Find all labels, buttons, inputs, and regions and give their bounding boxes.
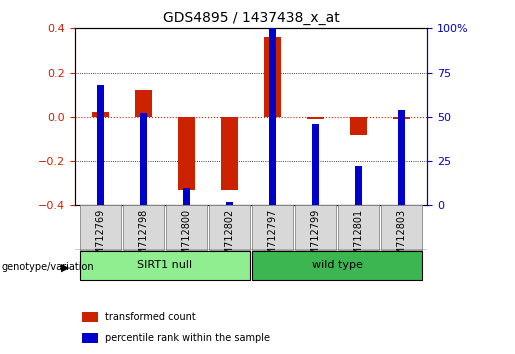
Bar [399, 110, 405, 205]
Text: GSM712769: GSM712769 [95, 209, 106, 268]
Bar [226, 202, 233, 205]
FancyBboxPatch shape [80, 205, 121, 250]
Bar [82, 312, 98, 322]
Text: genotype/variation: genotype/variation [1, 262, 94, 272]
Text: GSM712802: GSM712802 [225, 209, 234, 268]
FancyBboxPatch shape [209, 205, 250, 250]
Text: GSM712803: GSM712803 [397, 209, 407, 268]
Bar [350, 117, 367, 135]
Bar [264, 37, 281, 117]
Bar [140, 113, 147, 205]
Bar [97, 85, 104, 205]
Bar [92, 113, 109, 117]
FancyBboxPatch shape [381, 205, 422, 250]
Bar [393, 117, 410, 119]
FancyBboxPatch shape [166, 205, 207, 250]
Text: ▶: ▶ [61, 262, 70, 272]
Text: wild type: wild type [312, 260, 363, 270]
Text: GSM712801: GSM712801 [354, 209, 364, 268]
FancyBboxPatch shape [252, 205, 293, 250]
Bar [178, 117, 195, 190]
Bar [313, 124, 319, 205]
Bar [221, 117, 238, 190]
Title: GDS4895 / 1437438_x_at: GDS4895 / 1437438_x_at [163, 11, 339, 24]
FancyBboxPatch shape [123, 205, 164, 250]
Text: GSM712797: GSM712797 [268, 209, 278, 268]
Text: SIRT1 null: SIRT1 null [138, 260, 193, 270]
Text: GSM712798: GSM712798 [139, 209, 148, 268]
Bar [269, 28, 276, 205]
FancyBboxPatch shape [80, 251, 250, 280]
FancyBboxPatch shape [295, 205, 336, 250]
FancyBboxPatch shape [338, 205, 379, 250]
Text: percentile rank within the sample: percentile rank within the sample [105, 333, 270, 343]
Bar [82, 332, 98, 343]
FancyBboxPatch shape [252, 251, 422, 280]
Bar [307, 117, 324, 119]
Text: GSM712800: GSM712800 [181, 209, 192, 268]
Text: transformed count: transformed count [105, 312, 195, 322]
Text: GSM712799: GSM712799 [311, 209, 321, 268]
Bar [183, 188, 190, 205]
Bar [135, 90, 152, 117]
Bar [355, 166, 362, 205]
